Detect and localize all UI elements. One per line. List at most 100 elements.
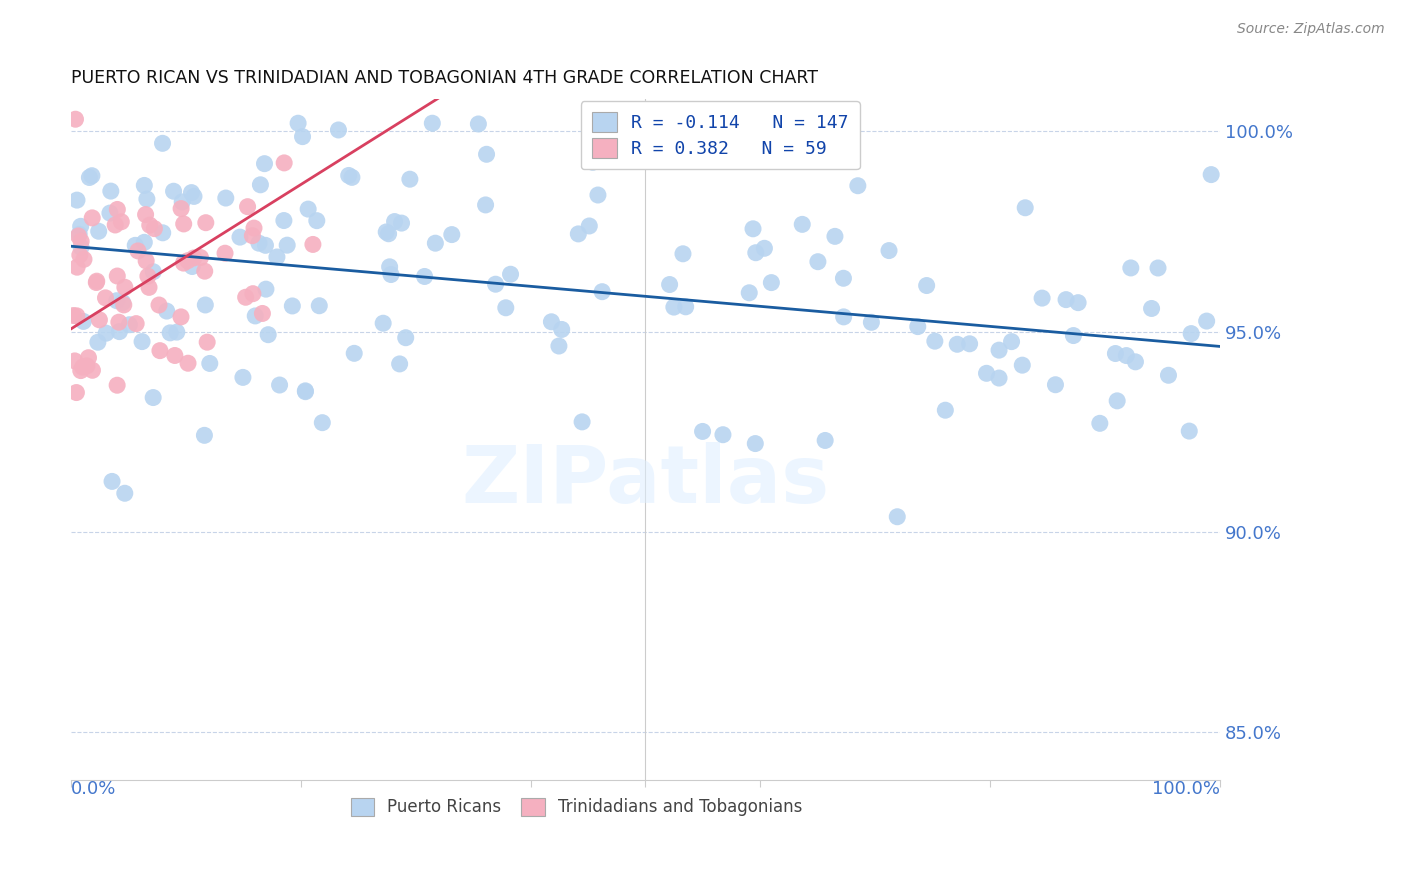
Point bbox=[711, 427, 734, 442]
Point bbox=[1180, 326, 1202, 341]
Point bbox=[311, 416, 333, 430]
Point bbox=[877, 244, 900, 258]
Point bbox=[135, 192, 157, 206]
Point bbox=[172, 194, 194, 209]
Legend: Puerto Ricans, Trinidadians and Tobagonians: Puerto Ricans, Trinidadians and Tobagoni… bbox=[344, 791, 810, 823]
Text: PUERTO RICAN VS TRINIDADIAN AND TOBAGONIAN 4TH GRADE CORRELATION CHART: PUERTO RICAN VS TRINIDADIAN AND TOBAGONI… bbox=[72, 69, 818, 87]
Point bbox=[551, 322, 574, 336]
Point bbox=[80, 169, 103, 183]
Point bbox=[824, 229, 846, 244]
Point bbox=[65, 112, 87, 127]
Point bbox=[105, 378, 128, 392]
Point bbox=[87, 224, 110, 238]
Point bbox=[170, 310, 193, 324]
Point bbox=[294, 384, 316, 399]
Point bbox=[247, 236, 270, 251]
Point bbox=[915, 278, 938, 293]
Point bbox=[807, 254, 830, 268]
Point bbox=[1140, 301, 1163, 316]
Point bbox=[108, 325, 131, 339]
Point bbox=[135, 253, 157, 268]
Point bbox=[142, 265, 165, 279]
Point bbox=[252, 306, 274, 320]
Point bbox=[924, 334, 946, 348]
Point bbox=[242, 286, 264, 301]
Point bbox=[66, 309, 89, 323]
Point bbox=[86, 274, 108, 288]
Point bbox=[540, 315, 562, 329]
Point bbox=[236, 200, 259, 214]
Point bbox=[658, 277, 681, 292]
Point bbox=[181, 260, 204, 274]
Point bbox=[375, 225, 398, 239]
Point bbox=[159, 326, 181, 340]
Point bbox=[297, 202, 319, 216]
Point bbox=[294, 384, 316, 398]
Point bbox=[378, 260, 401, 274]
Point bbox=[474, 198, 496, 212]
Point bbox=[198, 356, 221, 370]
Point bbox=[67, 228, 90, 243]
Point bbox=[96, 326, 118, 341]
Point bbox=[1199, 168, 1222, 182]
Point bbox=[194, 298, 217, 312]
Point bbox=[105, 293, 128, 308]
Point bbox=[170, 202, 193, 216]
Point bbox=[391, 216, 413, 230]
Point bbox=[420, 116, 443, 130]
Point bbox=[1031, 291, 1053, 305]
Point bbox=[988, 371, 1011, 385]
Point bbox=[183, 189, 205, 203]
Point bbox=[177, 356, 200, 370]
Point bbox=[548, 339, 571, 353]
Point bbox=[475, 147, 498, 161]
Point bbox=[1045, 377, 1067, 392]
Point bbox=[1157, 368, 1180, 383]
Point bbox=[586, 188, 609, 202]
Point bbox=[148, 298, 170, 312]
Point bbox=[287, 116, 309, 130]
Point bbox=[337, 169, 360, 183]
Point bbox=[1054, 293, 1077, 307]
Point bbox=[173, 217, 195, 231]
Point bbox=[118, 318, 141, 332]
Point bbox=[384, 214, 406, 228]
Point bbox=[340, 170, 363, 185]
Point bbox=[1062, 328, 1084, 343]
Point bbox=[495, 301, 517, 315]
Point bbox=[1107, 393, 1129, 408]
Point bbox=[302, 237, 325, 252]
Point bbox=[305, 213, 328, 227]
Point bbox=[77, 351, 100, 365]
Point bbox=[1011, 358, 1033, 372]
Point bbox=[328, 123, 350, 137]
Point bbox=[65, 385, 87, 400]
Point bbox=[82, 363, 104, 377]
Point bbox=[66, 193, 89, 207]
Point bbox=[578, 219, 600, 233]
Point bbox=[946, 337, 969, 351]
Point bbox=[67, 227, 90, 242]
Point bbox=[582, 155, 605, 169]
Point bbox=[273, 156, 295, 170]
Point bbox=[69, 219, 91, 234]
Point bbox=[1088, 417, 1111, 431]
Point bbox=[373, 316, 395, 330]
Point bbox=[105, 268, 128, 283]
Point bbox=[742, 222, 765, 236]
Point bbox=[79, 170, 101, 185]
Point bbox=[276, 238, 298, 252]
Point bbox=[1178, 424, 1201, 438]
Point bbox=[66, 260, 89, 275]
Point bbox=[194, 216, 217, 230]
Point bbox=[111, 295, 134, 310]
Point bbox=[89, 313, 111, 327]
Point bbox=[114, 280, 136, 294]
Point bbox=[1000, 334, 1022, 349]
Point bbox=[134, 235, 156, 250]
Point bbox=[662, 300, 685, 314]
Point bbox=[136, 269, 159, 284]
Point bbox=[70, 240, 93, 254]
Point bbox=[672, 247, 695, 261]
Point bbox=[139, 218, 162, 232]
